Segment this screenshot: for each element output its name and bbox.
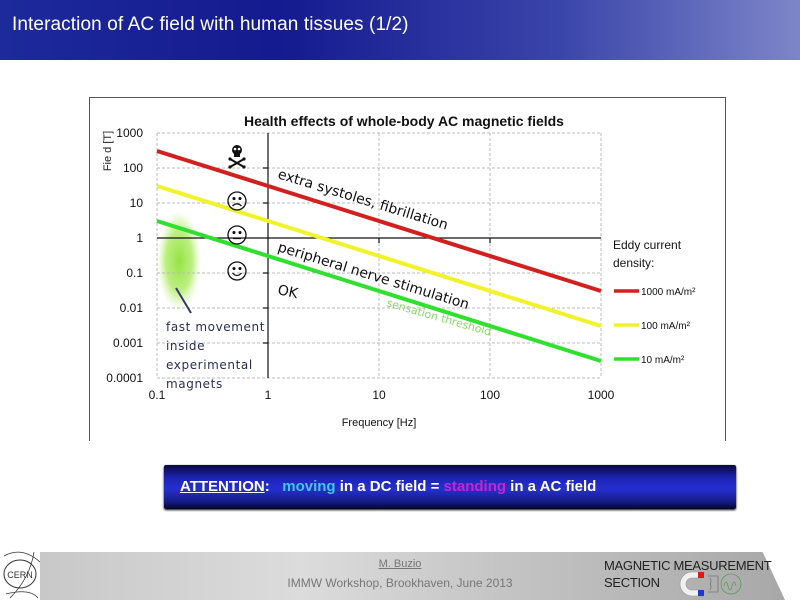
attention-banner: ATTENTION: moving in a DC field = standi… — [164, 465, 736, 509]
neutral-face-icon — [227, 225, 247, 245]
svg-text:0.0001: 0.0001 — [106, 371, 143, 385]
legend-title-line1: Eddy current — [613, 238, 682, 252]
svg-text:1000: 1000 — [588, 388, 615, 402]
health-effects-chart: Health effects of whole-body AC magnetic… — [102, 113, 696, 429]
footer-author[interactable]: M. Buzio — [378, 558, 422, 570]
magnet-logo-icon — [679, 571, 742, 597]
fast-movement-region — [157, 211, 201, 311]
svg-text:10: 10 — [130, 196, 144, 210]
footer: M. Buzio IMMW Workshop, Brookhaven, June… — [0, 552, 800, 600]
sad-face-icon — [227, 191, 247, 211]
line-10-mA — [156, 219, 602, 363]
svg-text:0.01: 0.01 — [120, 301, 144, 315]
annotation-fibrillation: extra systoles, fibrillation — [276, 167, 450, 234]
x-tick-labels: 0.1 1 10 100 1000 — [149, 388, 615, 402]
legend-label-10: 10 mA/m² — [641, 355, 685, 366]
chart-frame: Health effects of whole-body AC magnetic… — [89, 97, 726, 441]
happy-face-icon — [227, 261, 247, 281]
moving-word: moving — [282, 478, 336, 495]
footer-section-name: MAGNETIC MEASUREMENT SECTION — [604, 558, 772, 590]
svg-text:0.1: 0.1 — [126, 266, 143, 280]
annotation-pointer — [175, 287, 192, 314]
grid — [156, 132, 602, 379]
annotation-fast-movement: fast movement inside experimental magnet… — [166, 320, 265, 391]
svg-text:fast movement: fast movement — [166, 320, 265, 334]
legend-label-1000: 1000 mA/m² — [641, 287, 696, 298]
title-bar: Interaction of AC field with human tissu… — [0, 0, 800, 60]
footer-event: IMMW Workshop, Brookhaven, June 2013 — [287, 576, 513, 590]
standing-word: standing — [443, 478, 507, 495]
line-1000-mA — [156, 149, 602, 293]
svg-text:1000: 1000 — [116, 126, 143, 140]
svg-text:10: 10 — [372, 388, 386, 402]
svg-text:magnets: magnets — [166, 377, 223, 391]
axes — [157, 133, 601, 378]
svg-text:inside: inside — [166, 339, 205, 353]
skull-crossbones-icon — [228, 145, 246, 169]
legend-label-100: 100 mA/m² — [641, 321, 691, 332]
svg-text:0.1: 0.1 — [149, 388, 166, 402]
footer-band — [40, 552, 785, 600]
annotation-ok: OK — [276, 282, 300, 302]
slide-title: Interaction of AC field with human tissu… — [12, 14, 409, 35]
svg-text:CERN: CERN — [7, 570, 33, 580]
svg-text:1: 1 — [265, 388, 272, 402]
y-axis-label: Fie d [T] — [102, 131, 114, 171]
svg-text:100: 100 — [480, 388, 500, 402]
x-axis-label: Frequency [Hz] — [342, 417, 417, 429]
attention-label: ATTENTION — [180, 478, 265, 495]
line-100-mA — [156, 184, 602, 328]
svg-text:1: 1 — [136, 231, 143, 245]
cern-logo: CERN — [3, 551, 41, 599]
attention-message: ATTENTION: moving in a DC field = standi… — [180, 478, 597, 495]
legend-title-line2: density: — [613, 256, 654, 270]
y-tick-labels: 1000 100 10 1 0.1 0.01 0.001 0.0001 — [106, 126, 143, 385]
svg-text:100: 100 — [123, 161, 143, 175]
legend: 1000 mA/m² 100 mA/m² 10 mA/m² — [614, 287, 696, 366]
svg-text:0.001: 0.001 — [113, 336, 143, 350]
chart-title: Health effects of whole-body AC magnetic… — [244, 113, 564, 129]
svg-text:experimental: experimental — [166, 358, 253, 372]
